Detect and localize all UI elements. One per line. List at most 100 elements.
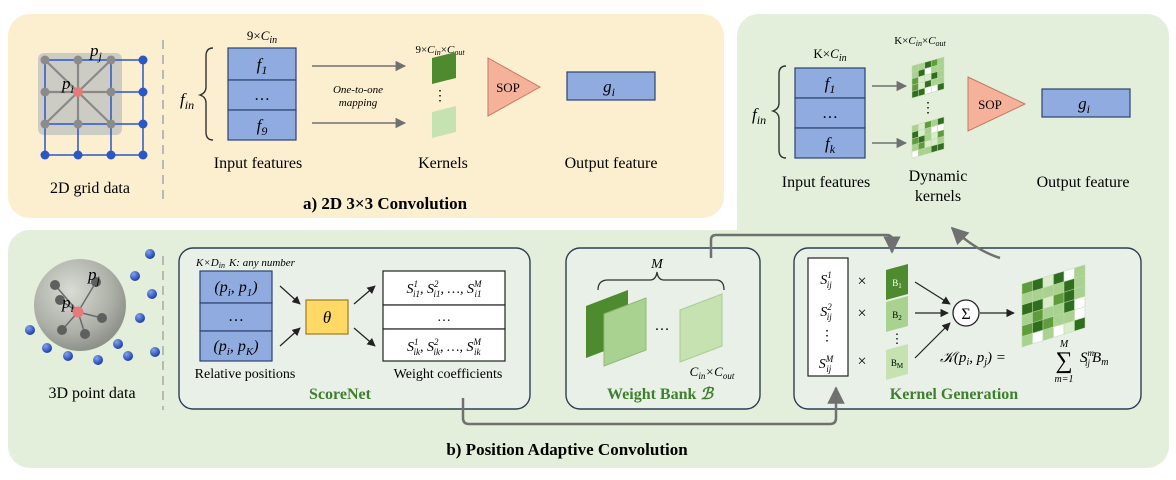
point-data-label: 3D point data — [48, 385, 135, 402]
basis-b1-label: B1 — [892, 278, 902, 290]
point-cloud-3d-figure — [25, 249, 160, 365]
weight-coefficients-label: Weight coefficients — [394, 367, 503, 382]
rel-pos-row-1: (pi, p1) — [214, 279, 257, 299]
bank-to-kernelgen-arrow — [709, 233, 901, 258]
kg-s-m: SM ij — [819, 354, 834, 374]
coef-row-1: S1 i1, S2 i1, …, SM i1 — [407, 279, 482, 299]
panel-a-background — [8, 14, 724, 218]
formula-sum-top: M — [1059, 339, 1069, 350]
grid-2d-figure — [38, 53, 148, 160]
scorenet-arrow-out-bottom — [353, 327, 376, 347]
weight-bank-dots: … — [655, 318, 670, 334]
weight-bank-m: M — [650, 257, 664, 272]
panel-b-title: b) Position Adaptive Convolution — [446, 440, 688, 459]
feature-a-3: f9 — [257, 116, 268, 138]
scorenet-to-kernelgen-arrow — [461, 386, 845, 426]
output-feature-label-tr: Output feature — [1037, 174, 1130, 191]
weight-bank-kernel-2 — [603, 297, 647, 367]
panel-a-title: a) 2D 3×3 Convolution — [303, 194, 468, 213]
scorenet-arrow-in-bottom — [279, 327, 301, 347]
weight-bank-dim: Cin×Cout — [690, 364, 735, 381]
theta-label: θ — [323, 308, 331, 327]
times-2: × — [857, 305, 866, 322]
point-pj-label: pj — [87, 265, 101, 287]
sop-a — [487, 57, 542, 117]
input-features-label-a: Input features — [214, 155, 302, 172]
kernel-cell — [1074, 316, 1086, 332]
feature-tr-1: f1 — [825, 74, 836, 96]
coef-column-box — [807, 257, 849, 377]
mapping-text-1: One-to-one — [333, 84, 383, 96]
relative-positions-label: Relative positions — [195, 367, 296, 382]
feature-a-2: … — [254, 87, 270, 104]
feature-dim-tr: K×Cin — [813, 46, 846, 64]
formula-sum-bottom: m=1 — [1055, 374, 1074, 385]
fin-label-a: fin — [180, 90, 194, 112]
grid-pj-label: pj — [89, 41, 103, 63]
feature-a-1: f1 — [257, 55, 268, 77]
kernel-a-dark — [432, 52, 456, 84]
relative-positions-stack — [199, 270, 273, 362]
basis-dots: ⋮ — [891, 331, 904, 346]
input-features-label-tr: Input features — [782, 174, 870, 191]
output-feature-tr — [1041, 88, 1131, 118]
feature-dim-a: 9×Cin — [247, 28, 277, 46]
weight-bank-kernel-m — [679, 293, 723, 363]
feature-tr-3: fk — [825, 134, 836, 156]
basis-b2-label: B2 — [892, 310, 902, 322]
dynamic-kernel-dots: ⋮ — [921, 101, 935, 116]
kernelgen-to-dynamic-arrow — [950, 226, 1001, 260]
generated-kernel — [1021, 264, 1086, 348]
sop-tr — [967, 76, 1027, 132]
coef-row-2: … — [437, 310, 451, 325]
kg-arrow-1 — [914, 281, 951, 305]
coef-row-3: S1 ik, S2 ik, …, SM ik — [407, 337, 481, 357]
basis-bm — [886, 344, 908, 380]
scorenet-dim-label: K×Din K: any number — [195, 257, 296, 270]
dynamic-kernel-bottom — [911, 116, 945, 159]
feature-stack-a — [227, 47, 297, 141]
point-pi-label: pi — [61, 293, 74, 315]
times-1: × — [857, 273, 866, 290]
grid-pi-label: pi — [61, 74, 74, 96]
rel-pos-row-3: (pi, pK) — [213, 338, 258, 358]
fin-brace-tr — [770, 65, 787, 159]
sum-symbol: Σ — [961, 306, 970, 323]
fin-label-tr: fin — [752, 105, 766, 127]
kernel-generation-title: Kernel Generation — [890, 386, 1019, 403]
kg-s-2: S2 ij — [820, 302, 832, 322]
kernel-a-light — [432, 106, 456, 138]
basis-b1 — [886, 264, 908, 300]
times-m: × — [857, 353, 866, 370]
formula-term: Sm ij Bm — [1080, 348, 1108, 368]
dynamic-kernels-label-2: kernels — [915, 188, 961, 205]
scorenet-arrow-in-top — [279, 285, 301, 305]
sop-tr-label: SOP — [978, 97, 1002, 112]
kg-s-1: S1 ij — [820, 270, 832, 290]
kernel-a-dots: ⋮ — [433, 89, 447, 104]
weight-bank-title: Weight Bank ℬ — [607, 386, 714, 403]
kernels-label: Kernels — [418, 155, 468, 172]
output-feature-a — [566, 71, 656, 101]
basis-bm-label: BM — [891, 358, 904, 370]
output-feature-label-a: Output feature — [565, 155, 658, 172]
kernel-dim-tr: K×Cin×Cout — [894, 35, 946, 48]
weight-bank-box — [565, 247, 761, 410]
dynamic-kernels-label-1: Dynamic — [909, 168, 968, 185]
feature-tr-2: … — [822, 105, 838, 122]
sop-a-label: SOP — [496, 80, 520, 95]
output-g-tr: gi — [1078, 94, 1090, 116]
kernel-cell — [937, 82, 945, 92]
kernel-formula: 𝒦(pi, pj) = — [940, 350, 1006, 368]
sum-node — [952, 299, 980, 327]
kernel-dim-a: 9×Cin×Cout — [415, 44, 465, 57]
theta-box — [305, 299, 349, 335]
weight-coefficients-table — [382, 270, 506, 362]
scorenet-arrow-out-top — [353, 285, 376, 305]
kg-arrow-m — [914, 322, 951, 359]
scorenet-title: ScoreNet — [309, 386, 372, 403]
rel-pos-row-2: … — [228, 308, 244, 325]
mapping-text-2: mapping — [339, 97, 378, 109]
weight-bank-brace — [597, 271, 725, 291]
